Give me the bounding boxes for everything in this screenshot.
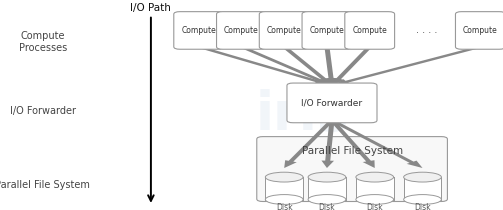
Text: Compute: Compute — [181, 26, 216, 35]
Polygon shape — [332, 46, 372, 85]
Text: . . . .: . . . . — [416, 25, 437, 35]
FancyBboxPatch shape — [356, 177, 393, 200]
Text: Compute: Compute — [463, 26, 498, 35]
Ellipse shape — [403, 195, 442, 204]
Text: Compute
Processes: Compute Processes — [19, 31, 67, 53]
Polygon shape — [282, 46, 332, 85]
Text: Disk: Disk — [414, 203, 431, 210]
FancyBboxPatch shape — [216, 12, 267, 49]
FancyBboxPatch shape — [260, 12, 309, 49]
Polygon shape — [239, 46, 332, 85]
Text: Compute: Compute — [267, 26, 302, 35]
Polygon shape — [330, 119, 423, 168]
Ellipse shape — [265, 172, 303, 182]
Polygon shape — [332, 46, 482, 85]
Polygon shape — [284, 120, 334, 168]
Text: Disk: Disk — [276, 203, 293, 210]
Polygon shape — [197, 46, 332, 85]
FancyBboxPatch shape — [257, 136, 447, 202]
Text: I/O Forwarder: I/O Forwarder — [10, 106, 76, 116]
FancyBboxPatch shape — [302, 12, 352, 49]
Ellipse shape — [308, 172, 346, 182]
Polygon shape — [329, 120, 375, 168]
Ellipse shape — [403, 172, 442, 182]
FancyBboxPatch shape — [455, 12, 503, 49]
Text: Compute: Compute — [309, 26, 345, 35]
Text: Parallel File System: Parallel File System — [0, 180, 90, 190]
Polygon shape — [324, 47, 338, 85]
Text: I/O Path: I/O Path — [130, 3, 172, 13]
FancyBboxPatch shape — [308, 177, 346, 200]
FancyBboxPatch shape — [265, 177, 303, 200]
Text: Compute: Compute — [224, 26, 259, 35]
Ellipse shape — [265, 195, 303, 204]
Polygon shape — [321, 120, 334, 168]
Text: I/O Forwarder: I/O Forwarder — [301, 98, 363, 107]
Text: Disk: Disk — [318, 203, 336, 210]
Ellipse shape — [308, 195, 346, 204]
Text: Disk: Disk — [366, 203, 383, 210]
FancyBboxPatch shape — [403, 177, 442, 200]
FancyBboxPatch shape — [174, 12, 223, 49]
Ellipse shape — [356, 195, 393, 204]
Text: iris: iris — [255, 89, 349, 142]
FancyBboxPatch shape — [345, 12, 394, 49]
FancyBboxPatch shape — [287, 83, 377, 123]
Text: Compute: Compute — [352, 26, 387, 35]
Text: Parallel File System: Parallel File System — [301, 146, 403, 156]
Ellipse shape — [356, 172, 393, 182]
